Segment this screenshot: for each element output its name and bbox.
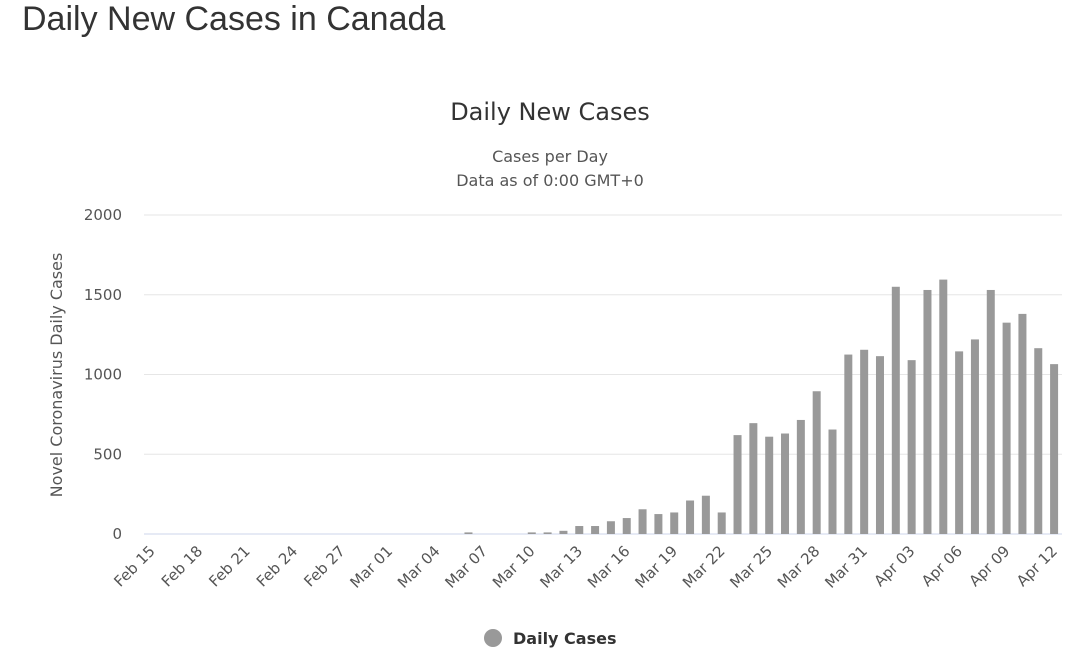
bar [1050,364,1059,534]
x-tick-label: Mar 31 [821,542,871,592]
bar [606,521,615,534]
bar [654,514,663,534]
legend-marker [484,629,502,647]
bar [749,423,758,534]
bar [527,532,536,534]
x-tick-label: Apr 06 [918,542,966,590]
bar [1002,322,1011,534]
bar [891,286,900,534]
x-tick-label: Mar 13 [536,542,586,592]
y-tick-label: 2000 [84,206,122,224]
bar [717,512,726,534]
bar [638,509,647,534]
x-tick-label: Mar 04 [394,542,444,592]
bar [733,435,742,534]
chart-subtitle: Data as of 0:00 GMT+0 [456,171,644,190]
x-tick-label: Mar 25 [726,542,776,592]
bar [670,512,679,534]
bar [543,532,552,534]
x-tick-label: Mar 22 [679,542,729,592]
x-tick-label: Mar 07 [442,542,492,592]
y-tick-label: 1500 [84,286,122,304]
bar [828,429,837,534]
x-tick-label: Mar 10 [489,542,539,592]
x-tick-label: Mar 19 [631,542,681,592]
bar [575,526,584,534]
bar [939,279,948,534]
y-tick-label: 500 [93,445,122,463]
legend-label: Daily Cases [513,629,616,648]
bar [796,419,805,534]
bar [907,360,916,534]
bar [986,289,995,534]
x-tick-label: Feb 18 [158,542,206,590]
y-tick-label: 0 [112,525,122,543]
bar [1018,313,1027,534]
page-title: Daily New Cases in Canada [22,0,446,38]
x-tick-label: Feb 27 [300,542,348,590]
bar [559,530,568,534]
x-tick-label: Mar 28 [774,542,824,592]
bar [812,391,821,534]
x-tick-label: Feb 24 [253,542,301,590]
bar [622,518,631,534]
bar [860,349,869,534]
bar [955,351,964,534]
bar [844,354,853,534]
x-tick-label: Mar 16 [584,542,634,592]
chart-title: Daily New Cases [450,98,650,126]
y-tick-label: 1000 [84,366,122,384]
x-tick-label: Mar 01 [347,542,397,592]
x-tick-label: Feb 21 [205,542,253,590]
bar [591,526,600,534]
bar [970,339,979,534]
y-axis-label: Novel Coronavirus Daily Cases [47,253,66,498]
bar [464,532,473,534]
bar [686,500,695,534]
chart-subtitle: Cases per Day [492,147,608,166]
bar [781,433,790,534]
x-tick-label: Apr 03 [871,542,919,590]
x-tick-label: Apr 12 [1013,542,1061,590]
x-tick-label: Feb 15 [110,542,158,590]
bar [701,495,710,534]
x-tick-label: Apr 09 [965,542,1013,590]
bar [875,356,884,534]
bar [923,289,932,534]
bar [1034,348,1043,534]
bar [765,436,774,534]
